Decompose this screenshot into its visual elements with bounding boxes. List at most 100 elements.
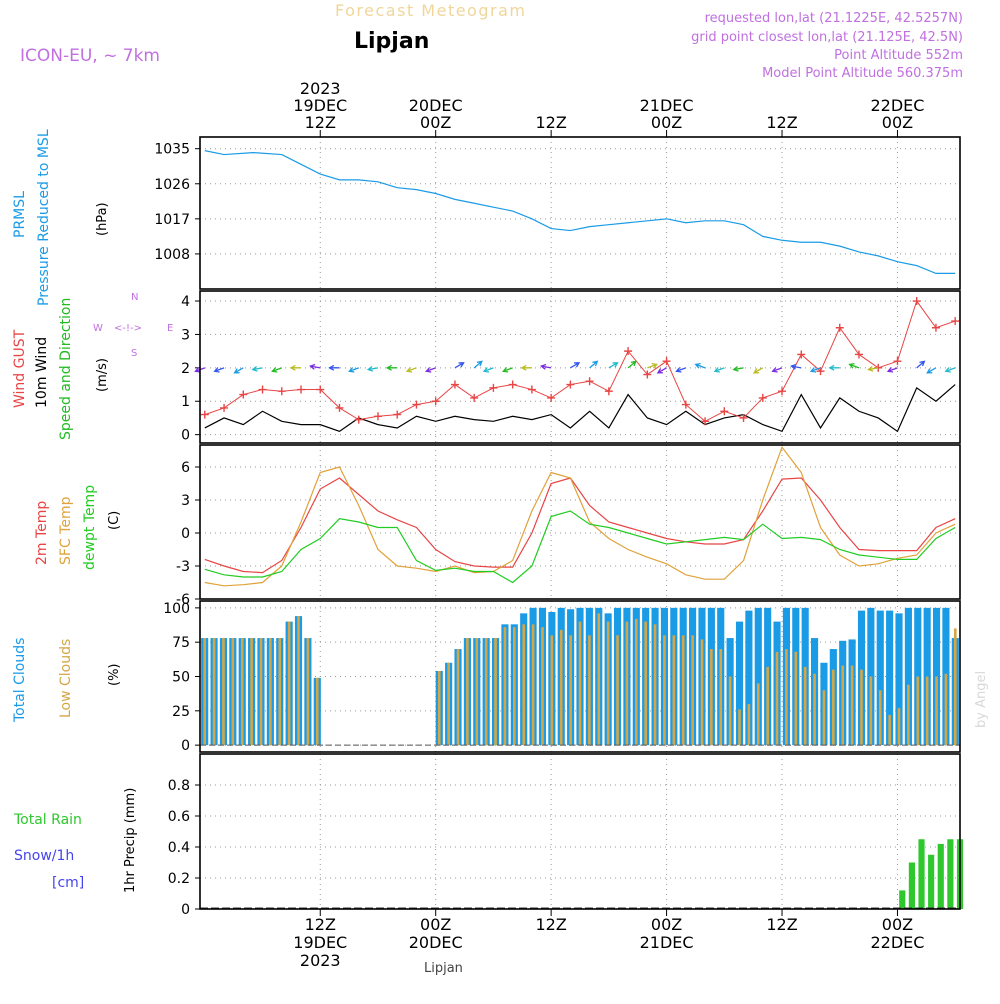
- credit: by Angel: [974, 671, 989, 728]
- temp-ytick-label: 0: [181, 526, 190, 542]
- gust-marker: [931, 323, 940, 332]
- snow-label: Snow/1h: [14, 848, 74, 864]
- low-cloud-bar: [616, 635, 619, 746]
- wind-direction-arrow: [366, 365, 379, 372]
- top-time-label: 12Z: [305, 113, 336, 132]
- low-cloud-bar: [456, 649, 460, 746]
- low-cloud-bar: [953, 628, 957, 746]
- requested-coords: requested lon,lat (21.1225E, 42.5257N): [705, 11, 963, 26]
- low-cloud-bar: [644, 621, 647, 746]
- wind-direction-arrow: [694, 363, 706, 369]
- low-cloud-bar: [663, 635, 666, 746]
- temp-unit: (C): [107, 511, 122, 530]
- gust-marker: [297, 385, 306, 394]
- low-cloud-bar: [738, 709, 741, 746]
- precip-ytick-label: 0.6: [168, 809, 190, 825]
- dewpt-label: dewpt Temp: [82, 485, 98, 570]
- rain-label: Total Rain: [13, 812, 82, 828]
- low-cloud-bar: [278, 638, 282, 746]
- footer-station: Lipjan: [424, 961, 463, 976]
- low-cloud-bar: [503, 627, 507, 746]
- low-cloud-bar: [484, 638, 488, 746]
- gust-marker: [662, 357, 671, 366]
- gust-marker: [797, 350, 806, 359]
- gust-marker: [643, 370, 652, 379]
- prmsl-label: PRMSL: [12, 191, 28, 238]
- wind-ytick-label: 3: [181, 327, 190, 343]
- low-cloud-bar: [841, 665, 845, 746]
- pressure-ytick-label: 1035: [154, 142, 190, 158]
- total-cloud-bar: [886, 610, 894, 746]
- low-cloud-bar: [916, 676, 920, 746]
- bottom-time-label: 12Z: [305, 915, 336, 934]
- rain-bar: [937, 843, 944, 909]
- pressure-ytick-label: 1026: [154, 177, 190, 193]
- top-time-label: 12Z: [535, 113, 566, 132]
- gust-marker: [373, 412, 382, 421]
- low-cloud-bar: [728, 676, 732, 746]
- gust-marker: [951, 317, 960, 326]
- wind-direction-arrow: [385, 364, 398, 371]
- rain-bar: [928, 854, 935, 909]
- low-cloud-bar: [588, 635, 591, 746]
- wind-direction-arrow: [233, 367, 244, 374]
- top-time-label: 22DEC: [870, 96, 924, 115]
- temp-frame: [199, 444, 961, 600]
- low-cloud-bar: [203, 638, 207, 746]
- gust-marker: [354, 415, 363, 424]
- temp-2m-line: [204, 477, 956, 574]
- low-cloud-bar: [935, 676, 938, 746]
- total-cloud-bar: [895, 613, 903, 746]
- direction-label: Speed and Direction: [58, 298, 74, 440]
- wind-ytick-label: 4: [181, 294, 190, 310]
- clouds-ytick-label: 75: [172, 635, 190, 651]
- gust-marker: [200, 410, 209, 419]
- precip-ytick-label: 0.4: [168, 840, 190, 856]
- bottom-time-label: 21DEC: [640, 933, 694, 952]
- rain-bar: [947, 839, 954, 909]
- clouds-ytick-label: 50: [172, 670, 190, 686]
- low-cloud-bar: [822, 690, 826, 746]
- wind-direction-arrow: [405, 367, 417, 373]
- gust-marker: [778, 387, 787, 396]
- low-cloud-bar: [700, 639, 704, 746]
- wind-direction-arrow: [520, 364, 532, 371]
- low-cloud-bar: [606, 621, 610, 746]
- wind-direction-arrow: [608, 362, 619, 369]
- gust-marker: [393, 410, 402, 419]
- wind-direction-arrow: [926, 367, 937, 374]
- wind-direction-arrow: [828, 364, 840, 371]
- location-title: Lipjan: [354, 29, 429, 54]
- low-cloud-bar: [269, 638, 272, 746]
- low-cloud-bar: [259, 638, 263, 746]
- wind-speed-line: [204, 384, 956, 433]
- wind-direction-arrow: [454, 362, 465, 369]
- low-cloud-bar: [907, 684, 910, 746]
- top-time-label: 00Z: [420, 113, 451, 132]
- low-cloud-bar: [775, 651, 779, 746]
- gust-marker: [470, 393, 479, 402]
- wind-direction-arrow: [589, 360, 599, 369]
- bottom-time-label: 12Z: [766, 915, 797, 934]
- wind-frame: [199, 290, 961, 444]
- low-cloud-bar: [888, 714, 891, 746]
- gust-marker: [758, 393, 767, 402]
- compass-arrows: <-!->: [114, 323, 142, 334]
- low-cloud-bar: [832, 669, 835, 746]
- gust-marker: [566, 380, 575, 389]
- temp-dewpt-line: [204, 510, 956, 584]
- gust-marker: [585, 377, 594, 386]
- bottom-time-label: 22DEC: [870, 933, 924, 952]
- gust-marker: [893, 357, 902, 366]
- low-cloud-bar: [315, 677, 319, 746]
- pressure-ytick-label: 1017: [154, 212, 190, 228]
- prmsl-unit: (hPa): [95, 202, 110, 236]
- wind-direction-arrow: [570, 362, 581, 369]
- gridpoint-coords: grid point closest lon,lat (21.125E, 42.…: [691, 30, 963, 45]
- bottom-time-label: 00Z: [651, 915, 682, 934]
- bottom-time-label: 12Z: [535, 915, 566, 934]
- bottom-time-label: 00Z: [420, 915, 451, 934]
- low-cloud-bar: [925, 676, 929, 746]
- low-cloud-bar: [813, 673, 816, 746]
